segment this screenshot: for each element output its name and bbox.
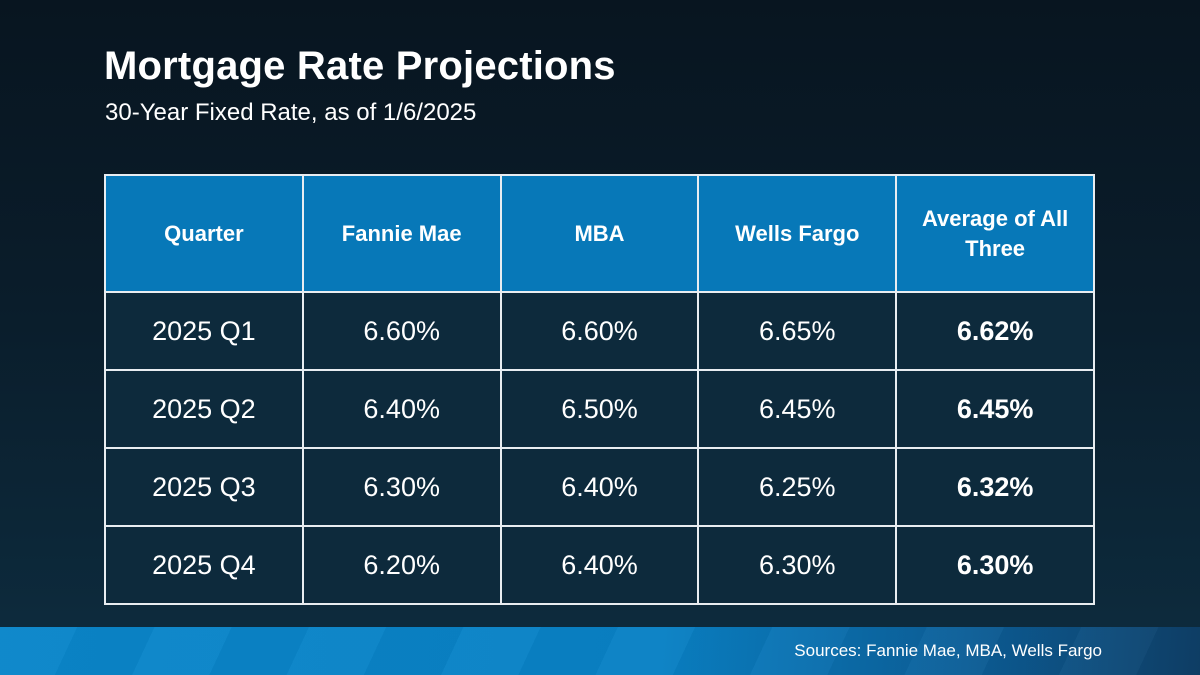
cell-quarter: 2025 Q4 [104,525,304,605]
col-header-mba: MBA [499,174,700,293]
table-row-q2: 2025 Q2 6.40% 6.50% 6.45% 6.45% [104,369,1095,449]
cell-quarter: 2025 Q2 [104,369,304,449]
cell-mba: 6.40% [499,447,700,527]
table-row-q4: 2025 Q4 6.20% 6.40% 6.30% 6.30% [104,525,1095,605]
cell-average: 6.30% [895,525,1095,605]
page-title: Mortgage Rate Projections [104,44,616,88]
cell-fannie-mae: 6.60% [301,291,502,371]
table-header: Quarter Fannie Mae MBA Wells Fargo Avera… [104,174,1095,293]
col-header-average: Average of All Three [895,174,1095,293]
table-header-row: Quarter Fannie Mae MBA Wells Fargo Avera… [104,174,1095,293]
footer-bar: Sources: Fannie Mae, MBA, Wells Fargo [0,627,1200,675]
cell-quarter: 2025 Q1 [104,291,304,371]
page-subtitle: 30-Year Fixed Rate, as of 1/6/2025 [105,99,477,126]
cell-average: 6.32% [895,447,1095,527]
cell-wells-fargo: 6.45% [697,369,898,449]
cell-mba: 6.50% [499,369,700,449]
cell-quarter: 2025 Q3 [104,447,304,527]
sources-text: Sources: Fannie Mae, MBA, Wells Fargo [794,641,1102,660]
col-header-wells-fargo: Wells Fargo [697,174,898,293]
table-row-q1: 2025 Q1 6.60% 6.60% 6.65% 6.62% [104,291,1095,371]
cell-wells-fargo: 6.25% [697,447,898,527]
cell-wells-fargo: 6.30% [697,525,898,605]
table-body: 2025 Q1 6.60% 6.60% 6.65% 6.62% 2025 Q2 … [104,291,1095,605]
cell-fannie-mae: 6.30% [301,447,502,527]
mortgage-rate-projections-table: Quarter Fannie Mae MBA Wells Fargo Avera… [104,174,1095,605]
cell-average: 6.62% [895,291,1095,371]
cell-wells-fargo: 6.65% [697,291,898,371]
cell-mba: 6.40% [499,525,700,605]
cell-fannie-mae: 6.20% [301,525,502,605]
col-header-quarter: Quarter [104,174,304,293]
table-row-q3: 2025 Q3 6.30% 6.40% 6.25% 6.32% [104,447,1095,527]
cell-fannie-mae: 6.40% [301,369,502,449]
cell-mba: 6.60% [499,291,700,371]
col-header-fannie-mae: Fannie Mae [301,174,502,293]
cell-average: 6.45% [895,369,1095,449]
